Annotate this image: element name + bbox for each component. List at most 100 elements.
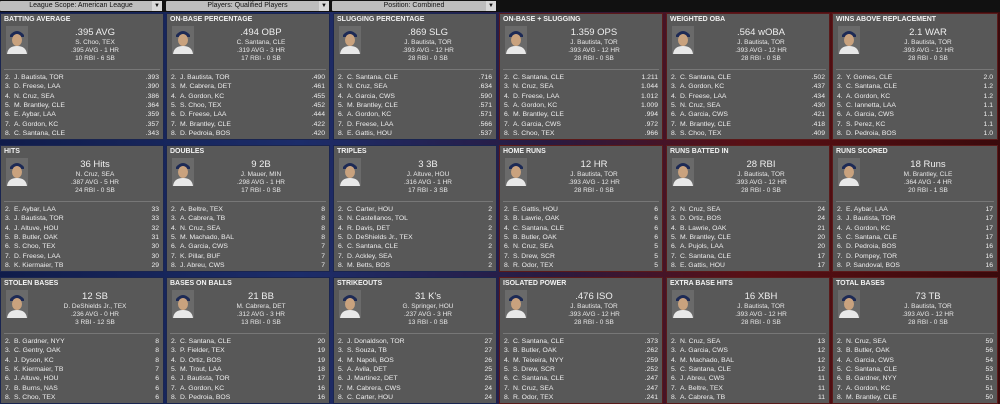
player-name: A. Gordon, KC	[680, 83, 725, 91]
stat-panel: RUNS SCORED 18 Runs M. Brantley, CLE .364 A…	[832, 145, 998, 272]
leader-stat: 28 RBI	[746, 159, 776, 170]
player-photo	[838, 290, 860, 318]
leader-line1: .393 AVG - 12 HR	[902, 311, 954, 318]
rank: 4.	[171, 224, 177, 232]
player-photo	[672, 290, 694, 318]
filter-dropdown[interactable]: League Scope: American League ▼	[0, 1, 162, 11]
filter-dropdown[interactable]: Players: Qualified Players ▼	[166, 1, 329, 11]
leader-row: 6. S. Choo, TEX 30	[5, 242, 159, 251]
leader-row: 7. A. Beltre, TEX 11	[671, 384, 825, 393]
player-name: C. Santana, CLE	[14, 129, 66, 137]
rank: 2.	[5, 206, 11, 213]
rank: 2.	[504, 338, 510, 345]
player-name: J. Bautista, TOR	[14, 74, 64, 81]
leader-row: 6. J. Altuve, HOU 6	[5, 374, 159, 383]
rank: 5.	[837, 101, 843, 109]
dropdown-arrow[interactable]: ▼	[319, 1, 329, 11]
stat-value: .634	[478, 83, 492, 91]
player-name: C. Santana, CLE	[513, 224, 565, 232]
player-photo-frame	[6, 26, 28, 54]
stat-value: 6	[155, 384, 159, 392]
leader-row: 4. D. Freese, LAA 1.012	[504, 92, 658, 101]
separator	[4, 69, 160, 70]
stat-value: .461	[311, 83, 325, 91]
rank: 8.	[171, 129, 177, 137]
player-name: A. Gordon, KC	[347, 111, 392, 119]
player-name: J. Altuve, HOU	[14, 375, 59, 383]
stat-value: 5	[654, 243, 658, 251]
player-photo	[505, 158, 527, 186]
rank: 3.	[5, 347, 11, 355]
player-photo	[838, 26, 860, 54]
panel-title: ISOLATED POWER	[503, 280, 567, 287]
leader-row: 7. C. Santana, CLE 17	[671, 252, 825, 261]
player-name: M. Cabrera, CWS	[347, 384, 401, 392]
filter-label[interactable]: Players: Qualified Players	[207, 2, 288, 9]
leader-row: 2. J. Donaldson, TOR 27	[338, 337, 492, 346]
player-name: C. Santana, CLE	[846, 233, 898, 241]
rank: 4.	[504, 356, 510, 364]
stat-value: 33	[151, 206, 159, 213]
player-name: R. Odor, TEX	[513, 393, 554, 401]
leader-row: 7. M. Cabrera, CWS 24	[338, 384, 492, 393]
stat-value: 24	[484, 393, 492, 401]
leader-line1: .393 AVG - 12 HR	[402, 47, 454, 54]
player-name: C. Santana, CLE	[846, 83, 898, 91]
player-name: N. Cruz, SEA	[680, 206, 721, 213]
rank: 3.	[5, 83, 11, 91]
rank: 6.	[504, 375, 510, 383]
leader-stat: 9 2B	[251, 159, 271, 170]
leader-row: 7. A. Gordon, KC .357	[5, 120, 159, 129]
leader-row: 5. M. Trout, LAA 18	[171, 365, 325, 374]
rank: 2.	[671, 206, 677, 213]
rank: 2.	[171, 74, 177, 81]
player-name: S. Choo, TEX	[14, 393, 56, 401]
stat-value: 6	[654, 215, 658, 223]
stat-value: 17	[985, 206, 993, 213]
player-name: S. Choo, TEX	[513, 129, 555, 137]
filter-dropdown[interactable]: Position: Combined ▼	[332, 1, 496, 11]
leader-row: 7. A. Garcia, CWS .972	[504, 120, 658, 129]
stat-value: 16	[985, 261, 993, 269]
player-name: A. Cabrera, TB	[180, 215, 226, 223]
player-name: M. Brantley, CLE	[846, 393, 897, 401]
stat-panel: HOME RUNS 12 HR J. Bautista, TOR .393 AVG -…	[499, 145, 663, 272]
filter-label[interactable]: Position: Combined	[383, 2, 445, 9]
stat-panel: BATTING AVERAGE .395 AVG S. Choo, TEX .395 …	[0, 13, 164, 140]
leader-row: 6. C. Santana, CLE .247	[504, 374, 658, 383]
separator	[337, 69, 493, 70]
stat-value: 7	[321, 261, 325, 269]
player-photo	[505, 26, 527, 54]
stat-value: 13	[817, 338, 825, 345]
player-photo-frame	[838, 158, 860, 186]
player-name: C. Santana, CLE	[347, 243, 399, 251]
stat-value: 25	[484, 365, 492, 373]
stat-panel: RUNS BATTED IN 28 RBI J. Bautista, TOR .393…	[666, 145, 830, 272]
player-name: C. Santana, CLE	[513, 338, 565, 345]
leader-row: 8. C. Santana, CLE .343	[5, 129, 159, 138]
rank: 8.	[837, 393, 843, 401]
leader-row: 5. C. Santana, CLE 12	[671, 365, 825, 374]
leader-row: 8. A. Cabrera, TB 11	[671, 393, 825, 402]
player-name: D. Pedroia, BOS	[846, 129, 897, 137]
stat-value: 16	[985, 252, 993, 260]
rank: 6.	[671, 243, 677, 251]
leader-row: 8. D. Pedroia, BOS .420	[171, 129, 325, 138]
leader-row: 4. D. Freese, LAA .434	[671, 92, 825, 101]
separator	[4, 201, 160, 202]
stat-value: .571	[478, 111, 492, 119]
dropdown-arrow[interactable]: ▼	[486, 1, 496, 11]
player-name: B. Lawrie, OAK	[680, 224, 727, 232]
filter-label[interactable]: League Scope: American League	[29, 2, 133, 9]
leader-line2: 28 RBI - 0 SB	[574, 55, 614, 62]
stat-value: 2	[488, 233, 492, 241]
leader-row: 7. A. Gordon, KC 16	[171, 384, 325, 393]
player-name: R. Davis, DET	[347, 224, 391, 232]
leader-row: 5. B. Butler, OAK 31	[5, 233, 159, 242]
stat-value: 7	[321, 243, 325, 251]
leader-line1: .393 AVG - 12 HR	[735, 179, 787, 186]
leader-name: J. Bautista, TOR	[737, 171, 785, 178]
dropdown-arrow[interactable]: ▼	[152, 1, 162, 11]
leader-row: 8. D. Pedroia, BOS 16	[171, 393, 325, 402]
stat-value: 16	[985, 243, 993, 251]
